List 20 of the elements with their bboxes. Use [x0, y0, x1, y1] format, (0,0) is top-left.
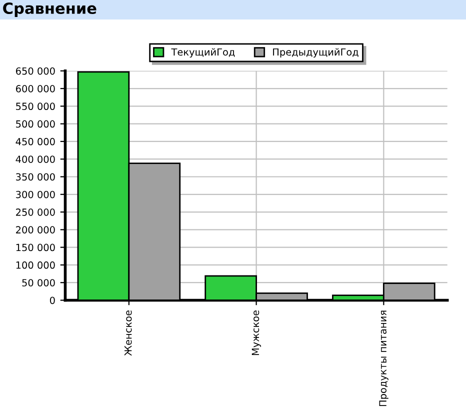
y-tick-label: 150 000	[16, 244, 55, 252]
y-tick-label: 450 000	[16, 138, 55, 146]
y-tick-label: 250 000	[16, 208, 55, 216]
y-tick-label: 200 000	[16, 226, 55, 234]
y-tick-label: 350 000	[16, 173, 55, 181]
x-tick-label: Мужское	[252, 310, 262, 356]
y-tick-label: 400 000	[16, 156, 55, 163]
x-tick-label: Продукты питания	[379, 310, 388, 406]
y-tick-label: 100 000	[16, 261, 55, 269]
legend-label: ПредыдущийГод	[273, 48, 358, 58]
y-tick-label: 600 000	[16, 85, 55, 92]
y-tick-label: 50 000	[22, 279, 55, 286]
chart-title: Сравнение	[3, 2, 96, 17]
x-tick-label: Женское	[124, 310, 132, 356]
y-tick-label: 650 000	[16, 67, 55, 75]
y-tick-label: 0	[50, 296, 55, 304]
y-tick-label: 500 000	[16, 120, 55, 128]
legend-label: ТекущийГод	[171, 48, 235, 58]
y-tick-label: 550 000	[16, 102, 55, 110]
y-tick-label: 300 000	[16, 190, 55, 198]
